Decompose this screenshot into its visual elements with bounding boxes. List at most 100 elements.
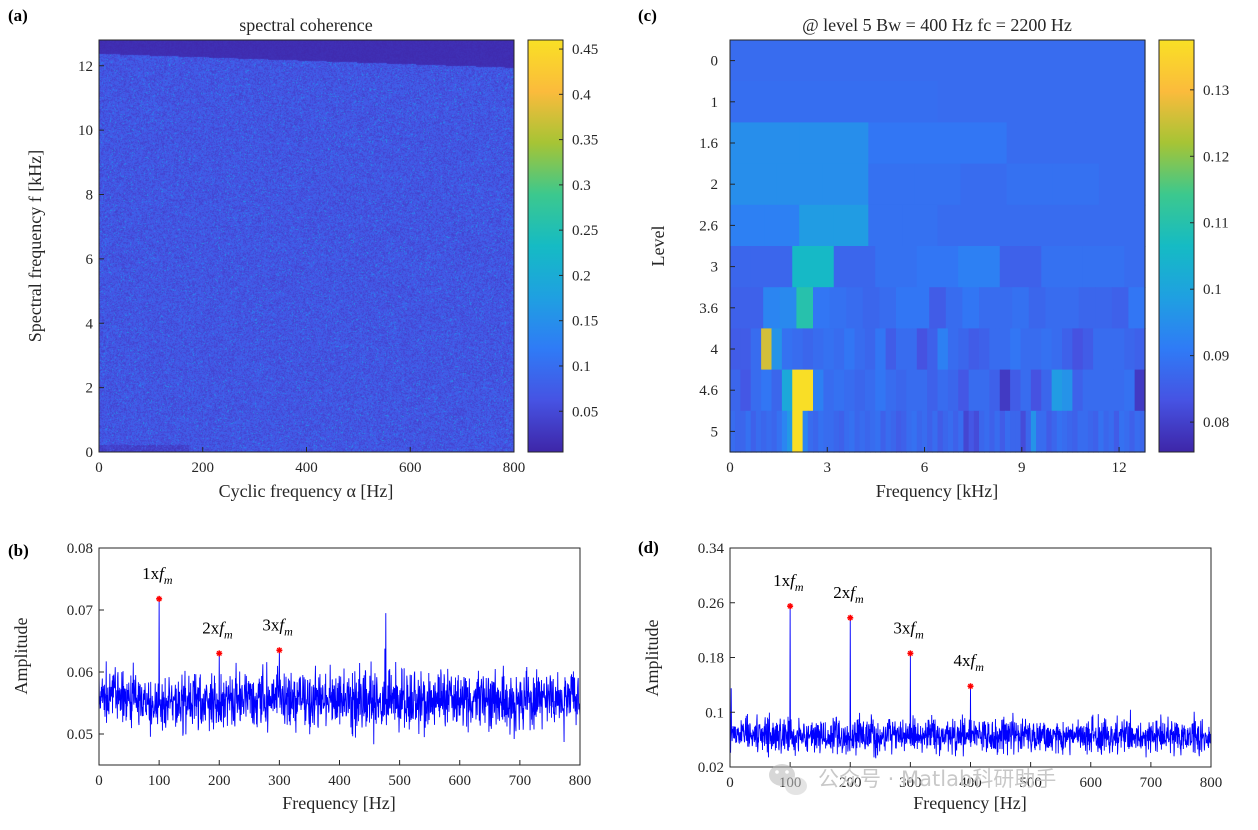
heatmap-cell bbox=[828, 410, 835, 453]
heatmap-cell bbox=[1030, 369, 1042, 412]
heatmap-cell bbox=[818, 410, 824, 453]
heatmap-cell bbox=[916, 328, 928, 371]
heatmap-cell bbox=[771, 369, 783, 412]
panel-a-ylabel: Spectral frequency f [kHz] bbox=[25, 150, 45, 342]
heatmap-cell bbox=[802, 410, 809, 453]
heatmap-cell bbox=[813, 287, 831, 329]
heatmap-cell bbox=[1072, 410, 1079, 453]
panel-b-series-line bbox=[99, 598, 580, 745]
panel-d-y-axis: 0.02 0.1 0.18 0.26 0.34 bbox=[698, 541, 735, 776]
heatmap-cell bbox=[787, 410, 793, 453]
heatmap-cell bbox=[984, 410, 990, 453]
heatmap-cell bbox=[945, 287, 963, 329]
panel-a-colorbar-tick-label: 0.05 bbox=[572, 404, 598, 420]
panel-c-title: @ level 5 Bw = 400 Hz fc = 2200 Hz bbox=[802, 15, 1072, 35]
heatmap-cell bbox=[833, 204, 869, 247]
heatmap-cell bbox=[1124, 410, 1131, 453]
panel-a-ytick-label: 2 bbox=[86, 381, 94, 397]
heatmap-cell bbox=[989, 410, 996, 453]
heatmap-cell bbox=[1134, 328, 1146, 371]
heatmap-cell bbox=[929, 287, 947, 329]
heatmap-cell bbox=[1010, 328, 1022, 371]
panel-d-xlabel: Frequency [Hz] bbox=[913, 793, 1026, 813]
peak-annotation: 4xfm bbox=[954, 651, 985, 674]
heatmap-cell bbox=[1110, 204, 1146, 247]
heatmap-cell bbox=[1124, 369, 1136, 412]
peak-marker bbox=[156, 595, 163, 602]
heatmap-cell bbox=[1103, 369, 1115, 412]
heatmap-cell bbox=[1093, 328, 1105, 371]
heatmap-cell bbox=[972, 204, 1008, 247]
panel-a-label: (a) bbox=[8, 6, 28, 25]
panel-a-colorbar-tick-label: 0.1 bbox=[572, 359, 591, 375]
heatmap-cell bbox=[875, 246, 897, 288]
heatmap-cell bbox=[916, 246, 939, 288]
peak-annotation: 3xfm bbox=[893, 618, 924, 641]
heatmap-cell bbox=[896, 328, 907, 371]
heatmap-cell bbox=[854, 328, 866, 371]
heatmap-cell bbox=[1041, 328, 1053, 371]
heatmap-cell bbox=[958, 246, 980, 288]
heatmap-cell bbox=[740, 410, 747, 453]
heatmap-cell bbox=[906, 328, 918, 371]
heatmap-cell bbox=[979, 369, 990, 412]
heatmap-cell bbox=[1082, 328, 1094, 371]
heatmap-cell bbox=[1062, 410, 1068, 453]
heatmap-cell bbox=[937, 204, 973, 247]
heatmap-cell bbox=[958, 410, 965, 453]
heatmap-cell bbox=[1020, 246, 1042, 288]
heatmap-cell bbox=[1046, 410, 1053, 453]
heatmap-cell bbox=[1119, 410, 1125, 453]
heatmap-cell bbox=[994, 410, 1001, 453]
heatmap-cell bbox=[1041, 369, 1053, 412]
heatmap-cell bbox=[1134, 410, 1141, 453]
heatmap-cell bbox=[1051, 328, 1063, 371]
panel-b-xtick-label: 0 bbox=[95, 773, 103, 789]
peak-annotation: 1xfm bbox=[142, 564, 173, 587]
heatmap-cell bbox=[1082, 369, 1094, 412]
panel-a-xtick-label: 0 bbox=[95, 460, 103, 476]
heatmap-cell bbox=[999, 246, 1022, 288]
heatmap-cell bbox=[1012, 287, 1030, 329]
heatmap-cell bbox=[864, 410, 871, 453]
panel-d-xtick-label: 200 bbox=[839, 775, 862, 791]
panel-d-xtick-label: 400 bbox=[959, 775, 982, 791]
panel-b-xtick-label: 100 bbox=[148, 773, 171, 789]
panel-c-ytick-label: 1.6 bbox=[699, 136, 718, 152]
heatmap-cell bbox=[799, 122, 869, 165]
peak-annotation: 2xfm bbox=[202, 618, 233, 641]
heatmap-cell bbox=[781, 369, 793, 412]
heatmap-cell bbox=[1098, 163, 1146, 206]
heatmap-cell bbox=[870, 410, 876, 453]
heatmap-cell bbox=[764, 204, 800, 247]
heatmap-cell bbox=[807, 410, 814, 453]
panel-c-ytick-label: 1 bbox=[711, 95, 719, 111]
heatmap-cell bbox=[1128, 287, 1146, 329]
panel-b-ylabel: Amplitude bbox=[11, 617, 31, 694]
heatmap-cell bbox=[1004, 410, 1011, 453]
panel-b-x-axis: 0 100 200 300 400 500 600 700 800 bbox=[95, 760, 591, 789]
heatmap-cell bbox=[1006, 204, 1042, 247]
heatmap-cell bbox=[846, 287, 864, 329]
heatmap-cell bbox=[1041, 410, 1048, 453]
heatmap-cell bbox=[1010, 369, 1022, 412]
panel-c-xtick-label: 12 bbox=[1112, 460, 1127, 476]
peak-marker bbox=[216, 650, 223, 657]
heatmap-cell bbox=[771, 410, 778, 453]
heatmap-cell bbox=[942, 410, 949, 453]
heatmap-cell bbox=[745, 410, 752, 453]
heatmap-cell bbox=[1113, 369, 1125, 412]
panel-c-ytick-label: 4.6 bbox=[699, 383, 718, 399]
heatmap-cell bbox=[1082, 410, 1089, 453]
panel-b-xtick-label: 700 bbox=[509, 773, 532, 789]
panel-b: (b) 1xfm 2xfm 3xfm 0 100 200 300 400 500 600 700 8… bbox=[8, 541, 591, 813]
panel-a-x-axis: 0 200 400 600 800 bbox=[95, 447, 525, 476]
heatmap-cell bbox=[896, 287, 914, 329]
heatmap-cell bbox=[833, 328, 845, 371]
heatmap-cell bbox=[880, 410, 887, 453]
panel-c-xtick-label: 6 bbox=[921, 460, 929, 476]
heatmap-cell bbox=[1078, 287, 1096, 329]
heatmap-cell bbox=[896, 369, 907, 412]
heatmap-cell bbox=[947, 328, 959, 371]
peak-annotation: 1xfm bbox=[773, 571, 804, 594]
